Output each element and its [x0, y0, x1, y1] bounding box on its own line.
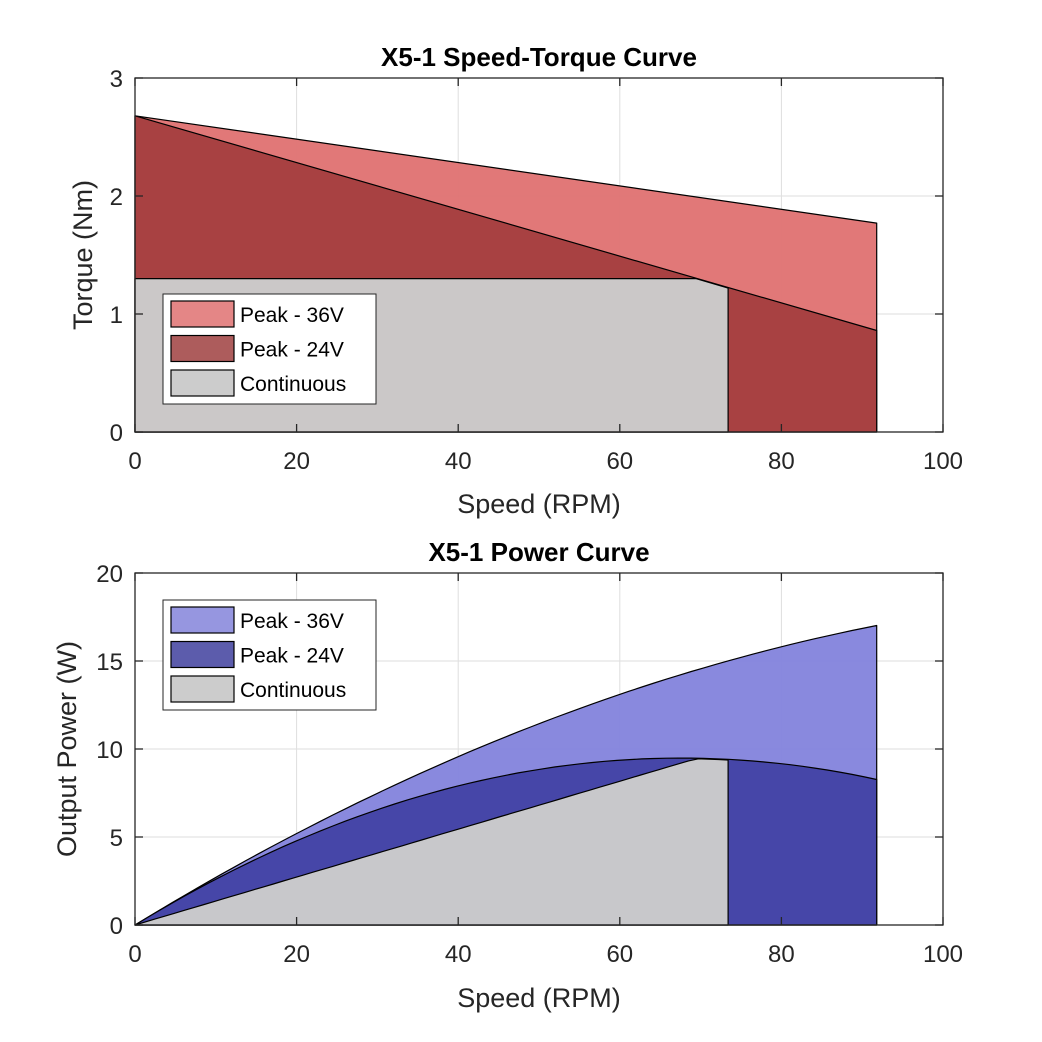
y-tick-label: 2 [110, 184, 123, 211]
legend-label-peak-36v: Peak - 36V [240, 304, 344, 327]
legend-label-peak-36v: Peak - 36V [240, 610, 344, 633]
legend-label-continuous: Continuous [240, 373, 346, 396]
x-tick-label: 60 [606, 448, 633, 475]
legend-label-peak-24v: Peak - 24V [240, 645, 344, 668]
legend-label-continuous: Continuous [240, 679, 346, 702]
power-y-axis-label: Output Power (W) [52, 641, 82, 857]
torque-ticks: 0 20 40 60 80 100 0 1 2 3 [110, 66, 963, 475]
y-tick-label: 20 [96, 561, 123, 588]
legend-label-peak-24v: Peak - 24V [240, 339, 344, 362]
x-tick-label: 100 [923, 448, 963, 475]
legend-swatch-continuous [170, 369, 235, 397]
x-tick-label: 20 [283, 941, 310, 968]
legend-swatch-peak-24v [170, 640, 235, 669]
x-tick-label: 80 [768, 448, 795, 475]
x-tick-label: 0 [128, 448, 141, 475]
x-tick-label: 0 [128, 941, 141, 968]
legend-swatch-peak-36v [170, 300, 235, 328]
y-tick-label: 1 [110, 302, 123, 329]
power-legend: Peak - 36V Peak - 24V Continuous [162, 599, 377, 711]
x-tick-label: 100 [923, 941, 963, 968]
power-chart-title: X5-1 Power Curve [428, 537, 649, 567]
torque-legend: Peak - 36V Peak - 24V Continuous [162, 293, 377, 405]
y-tick-label: 0 [110, 913, 123, 940]
torque-axes-box [134, 77, 944, 433]
x-tick-label: 20 [283, 448, 310, 475]
x-tick-label: 80 [768, 941, 795, 968]
torque-y-axis-label: Torque (Nm) [68, 180, 98, 330]
power-x-axis-label: Speed (RPM) [457, 983, 621, 1013]
torque-chart: 0 20 40 60 80 100 0 1 2 3 X5-1 Speed-Torque Curve… [68, 42, 963, 519]
x-tick-label: 40 [445, 448, 472, 475]
area-continuous [134, 758, 729, 926]
y-tick-label: 5 [110, 825, 123, 852]
legend-swatch-peak-24v [170, 334, 235, 363]
y-tick-label: 10 [96, 737, 123, 764]
torque-x-axis-label: Speed (RPM) [457, 489, 621, 519]
legend-swatch-peak-36v [170, 606, 235, 634]
x-tick-label: 40 [445, 941, 472, 968]
power-ticks: 0 20 40 60 80 100 0 5 10 15 20 [96, 561, 963, 968]
legend-swatch-continuous [170, 675, 235, 703]
y-tick-label: 3 [110, 66, 123, 93]
x-tick-label: 60 [606, 941, 633, 968]
power-areas [134, 624, 878, 926]
power-chart: 0 20 40 60 80 100 0 5 10 15 20 X5-1 Power Curve Sp… [52, 537, 963, 1013]
y-tick-label: 0 [110, 420, 123, 447]
torque-chart-title: X5-1 Speed-Torque Curve [381, 42, 697, 72]
y-tick-label: 15 [96, 649, 123, 676]
